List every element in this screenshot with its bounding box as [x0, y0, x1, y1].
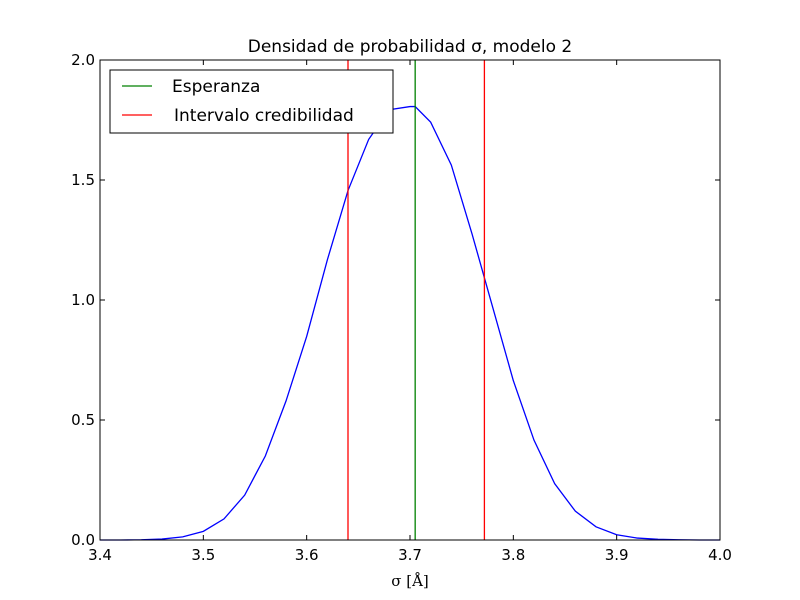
y-tick-label: 1.0 [71, 291, 95, 309]
x-tick-label: 3.6 [295, 546, 319, 564]
x-tick-label: 3.7 [398, 546, 422, 564]
legend-label-esperanza: Esperanza [172, 77, 260, 97]
x-tick-label: 3.8 [501, 546, 525, 564]
legend-label-intervalo: Intervalo credibilidad [174, 106, 354, 126]
y-axis: 0.0 0.5 1.0 1.5 2.0 [71, 51, 720, 549]
y-tick-label: 2.0 [71, 51, 95, 69]
x-axis: 3.4 3.5 3.6 3.7 3.8 3.9 4.0 [88, 60, 732, 564]
x-tick-label: 3.4 [88, 546, 112, 564]
x-tick-label: 3.5 [191, 546, 215, 564]
y-tick-label: 0.5 [71, 411, 95, 429]
plot-area [100, 60, 720, 541]
y-tick-label: 1.5 [71, 171, 95, 189]
y-tick-label: 0.0 [71, 531, 95, 549]
legend: Esperanza Intervalo credibilidad [109, 69, 394, 134]
chart-title: Densidad de probabilidad σ, modelo 2 [248, 37, 572, 57]
x-tick-label: 4.0 [708, 546, 732, 564]
x-axis-label: σ [Å] [391, 572, 429, 590]
legend-box [109, 69, 394, 134]
x-tick-label: 3.9 [605, 546, 629, 564]
density-curve [100, 105, 720, 541]
